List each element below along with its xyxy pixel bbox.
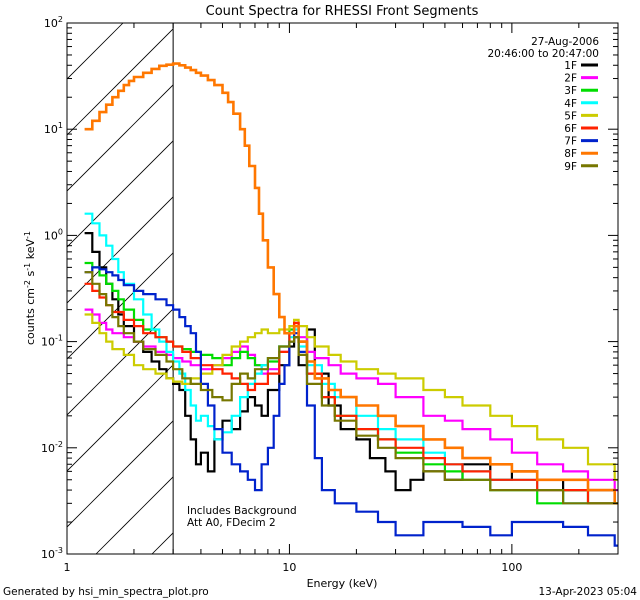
y-label-exp-3: -1 bbox=[23, 231, 32, 239]
hatch-line bbox=[67, 252, 174, 360]
plot-frame bbox=[66, 22, 619, 555]
hatch-line bbox=[67, 420, 174, 528]
observation-time-range: 20:46:00 to 20:47:00 bbox=[487, 48, 599, 60]
y-tick-label: 100 bbox=[44, 227, 63, 242]
y-label-exp-1: -2 bbox=[23, 280, 32, 288]
legend-label-8F: 8F bbox=[564, 148, 577, 160]
shaded-threshold-region bbox=[67, 23, 174, 554]
hatch-line bbox=[67, 196, 174, 304]
y-tick-label: 101 bbox=[44, 121, 63, 136]
annotation-background: Includes Background bbox=[187, 505, 297, 517]
series-line-3F bbox=[84, 261, 618, 505]
legend-label-4F: 4F bbox=[564, 98, 577, 110]
legend-label-2F: 2F bbox=[564, 73, 577, 85]
legend-label-6F: 6F bbox=[564, 123, 577, 135]
series-line-8F bbox=[84, 62, 618, 505]
hatch-line bbox=[67, 28, 174, 136]
x-axis-label: Energy (keV) bbox=[307, 577, 378, 590]
y-tick-label: 10-3 bbox=[41, 546, 63, 561]
y-label-mid-1: s bbox=[24, 270, 37, 279]
series-line-4F bbox=[84, 212, 618, 505]
annotation-attenuator: Att A0, FDecim 2 bbox=[187, 517, 276, 529]
y-label-mid-2: keV bbox=[24, 239, 37, 263]
series-lines bbox=[84, 62, 618, 547]
y-tick-label: 102 bbox=[44, 15, 63, 30]
x-tick-label: 10 bbox=[282, 561, 296, 574]
y-label-exp-2: -1 bbox=[23, 263, 32, 271]
observation-date: 27-Aug-2006 bbox=[531, 36, 599, 48]
legend-label-3F: 3F bbox=[564, 85, 577, 97]
chart-title: Count Spectra for RHESSI Front Segments bbox=[206, 4, 479, 19]
series-line-9F bbox=[84, 271, 618, 505]
legend-label-9F: 9F bbox=[564, 161, 577, 173]
hatch-line bbox=[67, 84, 174, 192]
series-line-6F bbox=[84, 282, 618, 505]
legend-label-1F: 1F bbox=[564, 60, 577, 72]
y-tick-label: 10-1 bbox=[41, 334, 63, 349]
y-tick-label: 10-2 bbox=[41, 440, 63, 455]
x-tick-label: 100 bbox=[501, 561, 522, 574]
series-line-5F bbox=[84, 313, 618, 481]
x-tick-label: 1 bbox=[64, 561, 71, 574]
y-axis-label: counts cm-2 s-1 keV-1 bbox=[23, 231, 37, 345]
axis-ticks: 1 10 100 10-3 10-2 10-1 100 101 102 bbox=[41, 15, 619, 574]
y-label-prefix: counts cm bbox=[24, 288, 37, 345]
hatch-line bbox=[67, 364, 174, 472]
series-line-7F bbox=[84, 266, 618, 547]
legend-label-7F: 7F bbox=[564, 136, 577, 148]
legend-label-5F: 5F bbox=[564, 110, 577, 122]
generated-by-footer: Generated by hsi_min_spectra_plot.pro bbox=[3, 586, 209, 598]
timestamp-footer: 13-Apr-2023 05:04 bbox=[538, 586, 637, 598]
